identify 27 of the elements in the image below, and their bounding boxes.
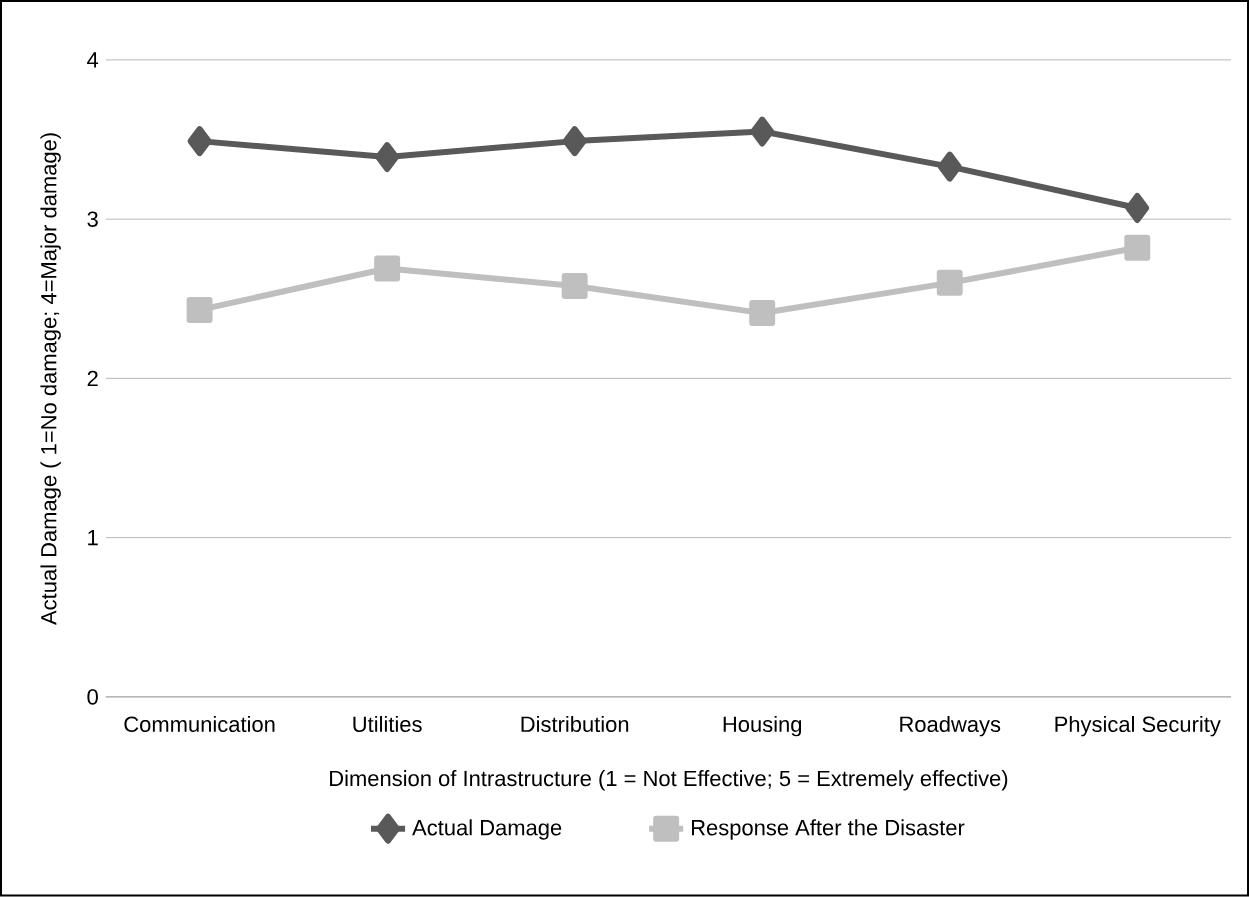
x-axis-title: Dimension of Intrastructure (1 = Not Effective; 5 = Extremely effective) — [330, 770, 1008, 791]
point — [561, 273, 588, 300]
x-tick-label: Physical Security — [1055, 716, 1221, 737]
legend-label: Actual Damage — [412, 819, 562, 840]
point — [750, 116, 775, 147]
point — [937, 151, 962, 182]
point — [1124, 235, 1151, 262]
point — [186, 297, 213, 324]
x-tick-label: Roadways — [900, 716, 1001, 737]
point — [374, 255, 401, 282]
legend-label: Response After the Disaster — [692, 819, 965, 840]
y-tick-label: 0 — [87, 689, 98, 705]
y-axis-title: Actual Damage ( 1=No damage; 4=Major damage) — [40, 133, 61, 626]
x-tick-label: Distribution — [521, 716, 629, 733]
x-tick-label: Communication — [124, 716, 275, 733]
point — [375, 142, 400, 173]
point — [562, 126, 587, 157]
point — [187, 126, 212, 157]
point — [749, 300, 776, 327]
y-tick-label: 4 — [87, 52, 99, 68]
y-tick-label: 3 — [87, 211, 98, 228]
point — [936, 270, 963, 297]
x-tick-label: Utilities — [353, 716, 422, 733]
y-tick-label: 1 — [88, 530, 98, 546]
y-tick-label: 2 — [87, 370, 98, 387]
x-tick-label: Housing — [723, 716, 802, 737]
point — [1125, 193, 1150, 224]
